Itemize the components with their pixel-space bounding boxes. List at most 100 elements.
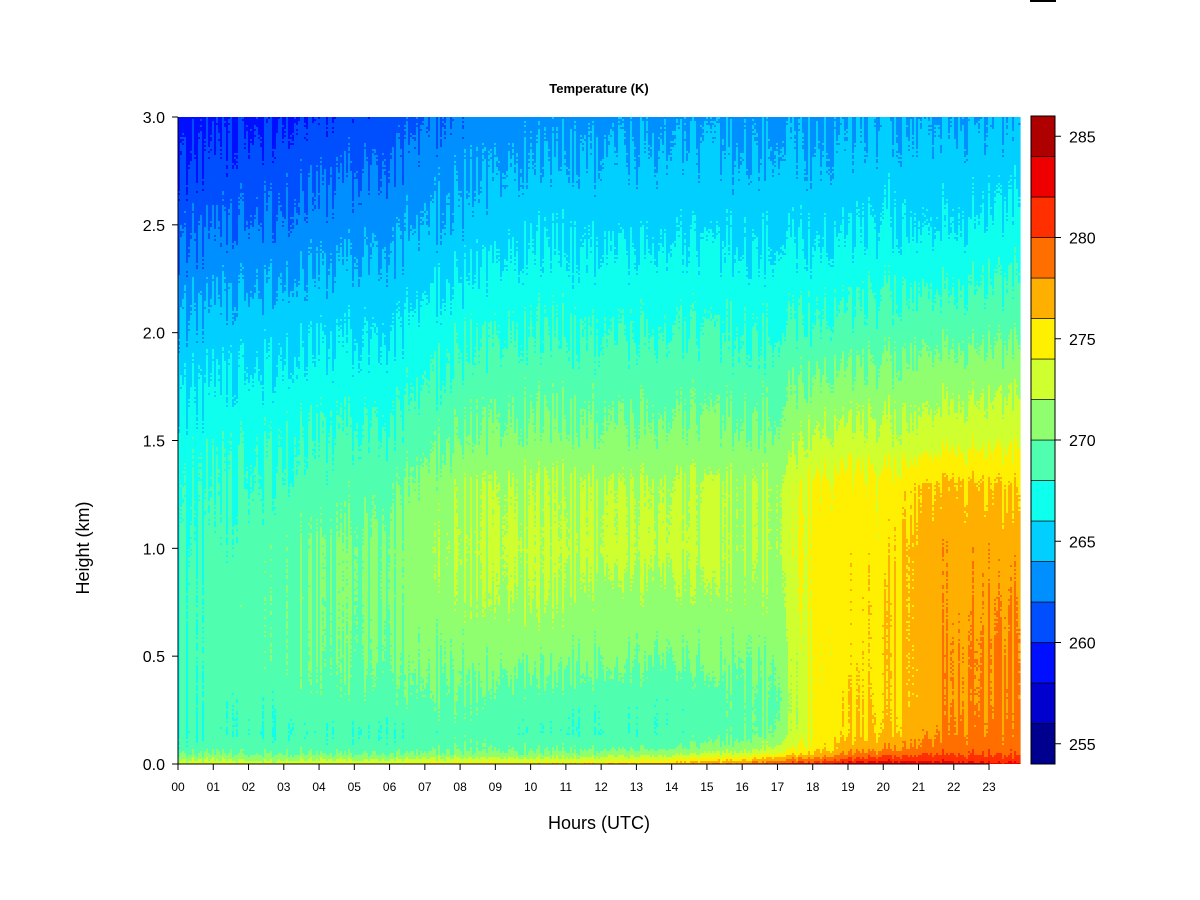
heat-cell [442,667,445,670]
heat-cell [282,127,285,140]
heat-cell [206,439,209,750]
heat-cell [210,117,213,136]
heat-cell [384,651,387,660]
heat-cell [434,761,437,764]
heat-cell [456,577,459,580]
heat-cell [312,355,315,358]
heat-cell [514,561,517,564]
heat-cell [368,731,371,734]
heat-cell [312,761,315,764]
heat-cell [340,319,343,322]
heat-cell [264,185,267,192]
heat-cell [326,289,329,292]
heat-cell [360,191,363,204]
heat-cell [482,475,485,478]
heat-cell [218,375,221,380]
heat-cell [468,539,471,542]
heat-cell [354,761,357,764]
heat-cell [386,287,389,366]
heat-cell [272,743,275,758]
heat-cell [338,609,341,612]
heat-cell [186,263,189,272]
heat-cell [240,197,243,200]
heat-cell [258,139,261,226]
heat-cell [400,117,403,150]
heat-cell [226,727,229,736]
heat-cell [178,351,181,354]
heat-cell [472,373,475,376]
heat-cell [464,707,467,714]
heat-cell [470,715,473,720]
heat-cell [346,353,349,428]
heat-cell [336,401,339,404]
heat-cell [474,275,477,278]
heat-cell [362,761,365,764]
heat-cell [284,359,287,362]
heat-cell [340,243,343,246]
heat-cell [186,611,189,620]
heat-cell [216,759,219,764]
heat-cell [392,681,395,754]
heat-cell [316,667,319,670]
heat-cell [340,415,343,418]
heat-cell [234,403,237,406]
heat-cell [496,173,499,176]
heat-cell [428,751,431,760]
heat-cell [424,457,427,690]
heat-cell [240,425,243,428]
heat-cell [180,155,183,226]
heat-cell [292,291,295,294]
heat-cell [308,533,311,536]
heat-cell [380,117,383,180]
heat-cell [502,117,505,174]
heat-cell [480,339,483,344]
heat-cell [236,155,239,160]
heat-cell [474,671,477,676]
heat-cell [396,395,399,398]
heat-cell [384,531,387,622]
heat-cell [232,757,235,762]
heat-cell [372,233,375,244]
heat-cell [390,251,393,254]
heat-cell [362,533,365,536]
heat-cell [330,613,333,616]
heat-cell [202,757,205,764]
heat-cell [366,513,369,670]
heat-cell [266,277,269,284]
heat-cell [490,475,493,480]
heat-cell [290,143,293,146]
heat-cell [256,357,259,438]
heat-cell [384,335,387,338]
heat-cell [480,425,483,432]
heat-cell [452,755,455,760]
heat-cell [272,721,275,724]
heat-cell [410,303,413,306]
heat-cell [498,413,501,418]
heat-cell [448,553,451,688]
heat-cell [460,683,463,686]
heat-cell [464,613,467,616]
heat-cell [188,407,191,550]
heat-cell [414,673,417,756]
heat-cell [226,405,229,408]
heat-cell [326,471,329,474]
heat-cell [390,253,393,326]
heat-cell [496,493,499,498]
heat-cell [460,565,463,672]
heat-cell [376,519,379,648]
heat-cell [276,755,279,762]
heat-cell [330,651,333,658]
heat-cell [344,117,347,152]
heat-cell [218,369,221,376]
heat-cell [492,433,495,492]
heat-cell [306,459,309,462]
heat-cell [246,481,249,484]
heat-cell [222,191,225,196]
heat-cell [432,365,435,368]
heat-cell [466,561,469,676]
heat-cell [308,421,311,524]
heat-cell [438,267,441,344]
heat-cell [190,521,193,524]
heat-cell [482,615,485,618]
heat-cell [404,131,407,136]
